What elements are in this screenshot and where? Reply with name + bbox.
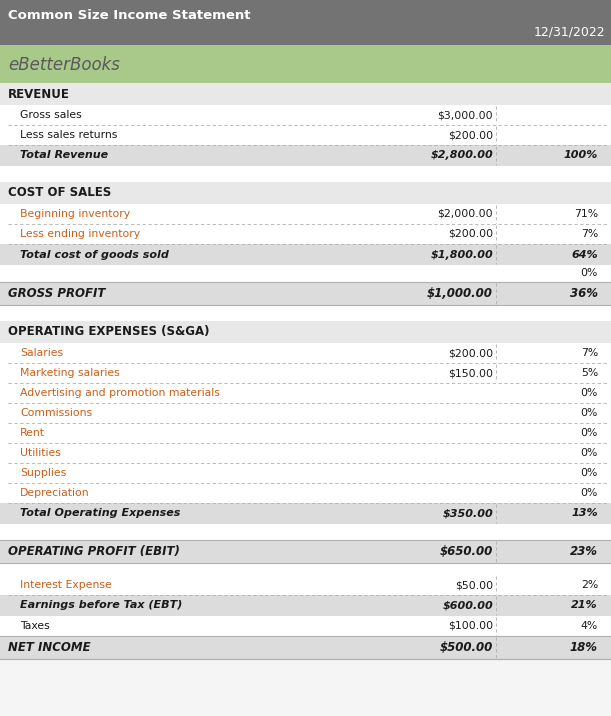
FancyBboxPatch shape (0, 443, 611, 463)
Text: 64%: 64% (571, 249, 598, 259)
FancyBboxPatch shape (0, 540, 611, 563)
Text: 7%: 7% (580, 229, 598, 239)
Text: COST OF SALES: COST OF SALES (8, 186, 111, 200)
Text: 36%: 36% (570, 287, 598, 300)
Text: 71%: 71% (574, 209, 598, 219)
Text: GROSS PROFIT: GROSS PROFIT (8, 287, 105, 300)
Text: 18%: 18% (570, 641, 598, 654)
FancyBboxPatch shape (0, 182, 611, 204)
Text: OPERATING EXPENSES (S&GA): OPERATING EXPENSES (S&GA) (8, 326, 210, 339)
Text: $1,800.00: $1,800.00 (430, 249, 493, 259)
FancyBboxPatch shape (0, 105, 611, 125)
Text: $200.00: $200.00 (448, 348, 493, 358)
FancyBboxPatch shape (0, 265, 611, 282)
Text: Advertising and promotion materials: Advertising and promotion materials (20, 388, 220, 398)
Text: $150.00: $150.00 (448, 368, 493, 378)
Text: 21%: 21% (571, 601, 598, 611)
FancyBboxPatch shape (0, 383, 611, 403)
FancyBboxPatch shape (0, 0, 611, 45)
FancyBboxPatch shape (0, 463, 611, 483)
Text: $600.00: $600.00 (442, 601, 493, 611)
Text: $50.00: $50.00 (455, 580, 493, 590)
FancyBboxPatch shape (0, 125, 611, 145)
Text: 0%: 0% (580, 428, 598, 438)
Text: Salaries: Salaries (20, 348, 63, 358)
Text: $3,000.00: $3,000.00 (437, 110, 493, 120)
Text: Marketing salaries: Marketing salaries (20, 368, 120, 378)
Text: 0%: 0% (580, 408, 598, 418)
Text: $2,000.00: $2,000.00 (437, 209, 493, 219)
Text: $650.00: $650.00 (440, 545, 493, 558)
FancyBboxPatch shape (0, 616, 611, 636)
Text: $200.00: $200.00 (448, 130, 493, 140)
Text: 12/31/2022: 12/31/2022 (533, 26, 605, 39)
Text: 5%: 5% (580, 368, 598, 378)
FancyBboxPatch shape (0, 363, 611, 383)
Text: Earnings before Tax (EBT): Earnings before Tax (EBT) (20, 601, 182, 611)
Text: Total Revenue: Total Revenue (20, 150, 108, 160)
Text: Utilities: Utilities (20, 448, 61, 458)
Text: Total cost of goods sold: Total cost of goods sold (20, 249, 169, 259)
FancyBboxPatch shape (0, 83, 611, 105)
FancyBboxPatch shape (0, 575, 611, 595)
FancyBboxPatch shape (0, 145, 611, 166)
Text: Taxes: Taxes (20, 621, 49, 631)
Text: $350.00: $350.00 (442, 508, 493, 518)
Text: Common Size Income Statement: Common Size Income Statement (8, 9, 251, 22)
FancyBboxPatch shape (0, 524, 611, 540)
Text: 4%: 4% (580, 621, 598, 631)
Text: $100.00: $100.00 (448, 621, 493, 631)
FancyBboxPatch shape (0, 321, 611, 343)
Text: Rent: Rent (20, 428, 45, 438)
FancyBboxPatch shape (0, 204, 611, 224)
Text: Interest Expense: Interest Expense (20, 580, 112, 590)
Text: REVENUE: REVENUE (8, 87, 70, 100)
Text: Less ending inventory: Less ending inventory (20, 229, 140, 239)
Text: 0%: 0% (580, 448, 598, 458)
Text: NET INCOME: NET INCOME (8, 641, 90, 654)
FancyBboxPatch shape (0, 423, 611, 443)
Text: OPERATING PROFIT (EBIT): OPERATING PROFIT (EBIT) (8, 545, 180, 558)
Text: Beginning inventory: Beginning inventory (20, 209, 130, 219)
Text: $1,000.00: $1,000.00 (427, 287, 493, 300)
FancyBboxPatch shape (0, 305, 611, 321)
FancyBboxPatch shape (0, 595, 611, 616)
Text: $200.00: $200.00 (448, 229, 493, 239)
Text: $2,800.00: $2,800.00 (430, 150, 493, 160)
Text: Commissions: Commissions (20, 408, 92, 418)
FancyBboxPatch shape (0, 343, 611, 363)
Text: $500.00: $500.00 (440, 641, 493, 654)
FancyBboxPatch shape (0, 244, 611, 265)
Text: 13%: 13% (571, 508, 598, 518)
FancyBboxPatch shape (0, 282, 611, 305)
Text: Total Operating Expenses: Total Operating Expenses (20, 508, 180, 518)
FancyBboxPatch shape (0, 659, 611, 716)
FancyBboxPatch shape (0, 503, 611, 524)
FancyBboxPatch shape (0, 45, 611, 83)
Text: 7%: 7% (580, 348, 598, 358)
Text: 23%: 23% (570, 545, 598, 558)
Text: 0%: 0% (580, 268, 598, 279)
Text: 2%: 2% (580, 580, 598, 590)
Text: 0%: 0% (580, 468, 598, 478)
Text: Gross sales: Gross sales (20, 110, 82, 120)
FancyBboxPatch shape (0, 166, 611, 182)
Text: 0%: 0% (580, 388, 598, 398)
Text: 0%: 0% (580, 488, 598, 498)
Text: Depreciation: Depreciation (20, 488, 90, 498)
Text: eBetterBooks: eBetterBooks (8, 56, 120, 74)
FancyBboxPatch shape (0, 224, 611, 244)
Text: Supplies: Supplies (20, 468, 66, 478)
FancyBboxPatch shape (0, 403, 611, 423)
FancyBboxPatch shape (0, 636, 611, 659)
Text: 100%: 100% (563, 150, 598, 160)
Text: Less sales returns: Less sales returns (20, 130, 117, 140)
FancyBboxPatch shape (0, 563, 611, 575)
FancyBboxPatch shape (0, 483, 611, 503)
